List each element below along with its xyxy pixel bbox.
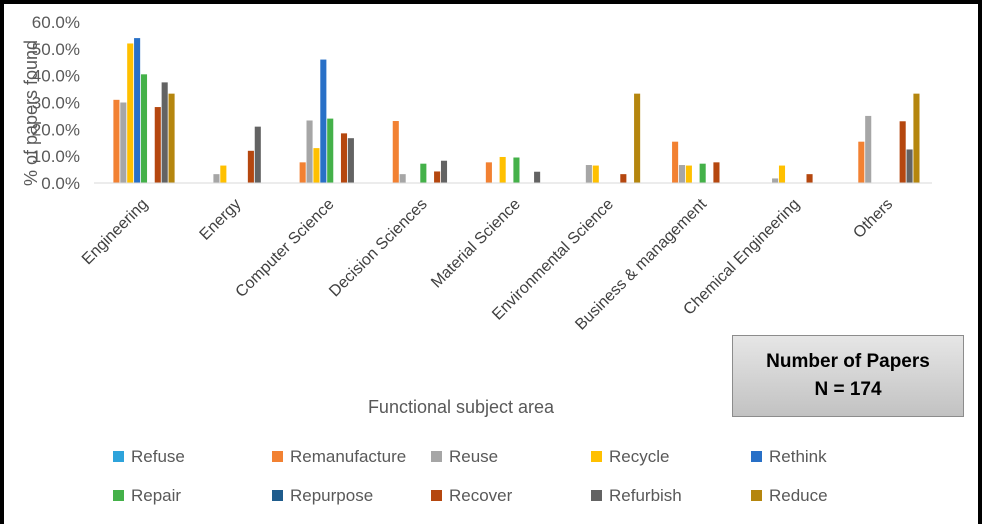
- bar-repair-2: [327, 118, 334, 183]
- bar-reuse-0: [120, 102, 127, 183]
- y-tick-label: 0.0%: [41, 174, 80, 193]
- bar-reuse-3: [399, 174, 406, 183]
- bar-repair-4: [513, 157, 520, 183]
- legend-swatch-reuse: [431, 451, 442, 462]
- paper-count-title: Number of Papers: [766, 351, 930, 372]
- bar-reduce-0: [168, 93, 175, 183]
- legend-swatch-refurbish: [591, 490, 602, 501]
- legend-swatch-repair: [113, 490, 124, 501]
- legend-label-refuse: Refuse: [131, 447, 185, 466]
- bar-refurbish-4: [534, 171, 541, 183]
- bar-reuse-5: [585, 165, 592, 183]
- bar-recycle-2: [313, 148, 320, 183]
- bar-recover-5: [620, 174, 627, 183]
- category-label: Decision Sciences: [326, 196, 430, 300]
- y-axis: 0.0% 10.0% 20.0% 30.0% 40.0% 50.0% 60.0%: [32, 13, 80, 193]
- legend: Refuse Remanufacture Reuse Recycle Rethink Re…: [113, 447, 828, 505]
- bar-recover-2: [340, 133, 348, 183]
- category-label: Computer Science: [233, 196, 338, 301]
- y-tick-label: 30.0%: [32, 94, 80, 113]
- bar-remanufacture-8: [858, 141, 865, 183]
- bar-recycle-7: [778, 165, 786, 183]
- legend-swatch-recycle: [591, 451, 602, 462]
- legend-swatch-repurpose: [272, 490, 283, 501]
- y-axis-title: % of papers found: [21, 40, 41, 186]
- legend-label-repurpose: Repurpose: [290, 486, 373, 505]
- bar-remanufacture-4: [485, 162, 492, 183]
- legend-label-reduce: Reduce: [769, 486, 828, 505]
- bar-recover-8: [899, 121, 906, 183]
- bar-repair-0: [140, 74, 148, 183]
- bar-recover-3: [434, 171, 441, 183]
- bar-repair-6: [699, 163, 706, 183]
- bar-recycle-1: [220, 165, 227, 183]
- bar-reduce-5: [634, 93, 641, 183]
- legend-label-reuse: Reuse: [449, 447, 498, 466]
- bar-refurbish-0: [161, 82, 168, 184]
- y-tick-label: 20.0%: [32, 120, 80, 139]
- legend-label-recover: Recover: [449, 486, 513, 505]
- y-tick-label: 40.0%: [32, 67, 80, 86]
- legend-swatch-reduce: [751, 490, 762, 501]
- bar-refurbish-2: [347, 138, 354, 183]
- bar-rethink-0: [134, 38, 141, 183]
- bar-repair-3: [420, 163, 427, 183]
- bar-recycle-6: [685, 165, 692, 183]
- bar-reuse-7: [772, 178, 779, 183]
- bar-recycle-0: [127, 43, 134, 183]
- legend-label-refurbish: Refurbish: [609, 486, 682, 505]
- legend-swatch-refuse: [113, 451, 124, 462]
- bar-remanufacture-2: [299, 162, 306, 183]
- bar-remanufacture-6: [672, 141, 679, 183]
- bar-remanufacture-0: [113, 99, 120, 183]
- paper-count-box: Number of Papers N = 174: [732, 335, 964, 417]
- bar-refurbish-1: [254, 126, 261, 183]
- legend-label-rethink: Rethink: [769, 447, 827, 466]
- category-label: Energy: [197, 196, 245, 244]
- legend-swatch-recover: [431, 490, 442, 501]
- legend-label-recycle: Recycle: [609, 447, 669, 466]
- bar-reduce-8: [913, 93, 920, 183]
- legend-label-repair: Repair: [131, 486, 181, 505]
- bar-reuse-8: [865, 115, 872, 183]
- bar-recover-1: [247, 150, 254, 183]
- y-tick-label: 10.0%: [32, 147, 80, 166]
- bar-refurbish-8: [906, 149, 913, 183]
- bar-rethink-2: [320, 59, 327, 183]
- bar-refurbish-3: [440, 160, 448, 183]
- bar-remanufacture-3: [392, 121, 399, 183]
- category-label: Material Science: [428, 196, 524, 292]
- bar-recover-7: [806, 174, 813, 183]
- bar-recover-6: [713, 162, 720, 183]
- category-label: Engineering: [79, 196, 151, 268]
- category-label: Others: [850, 196, 896, 242]
- bar-reuse-1: [213, 174, 220, 183]
- bar-reuse-6: [678, 165, 686, 183]
- paper-count-value: N = 174: [814, 379, 882, 400]
- bar-recycle-5: [592, 165, 599, 183]
- y-tick-label: 60.0%: [32, 13, 80, 32]
- legend-swatch-rethink: [751, 451, 762, 462]
- legend-swatch-remanufacture: [272, 451, 283, 462]
- bar-recover-0: [154, 107, 161, 183]
- bars: [113, 38, 920, 184]
- bar-recycle-4: [499, 156, 506, 183]
- x-axis-title: Functional subject area: [368, 397, 555, 417]
- bar-reuse-2: [306, 120, 313, 183]
- y-tick-label: 50.0%: [32, 40, 80, 59]
- legend-label-remanufacture: Remanufacture: [290, 447, 406, 466]
